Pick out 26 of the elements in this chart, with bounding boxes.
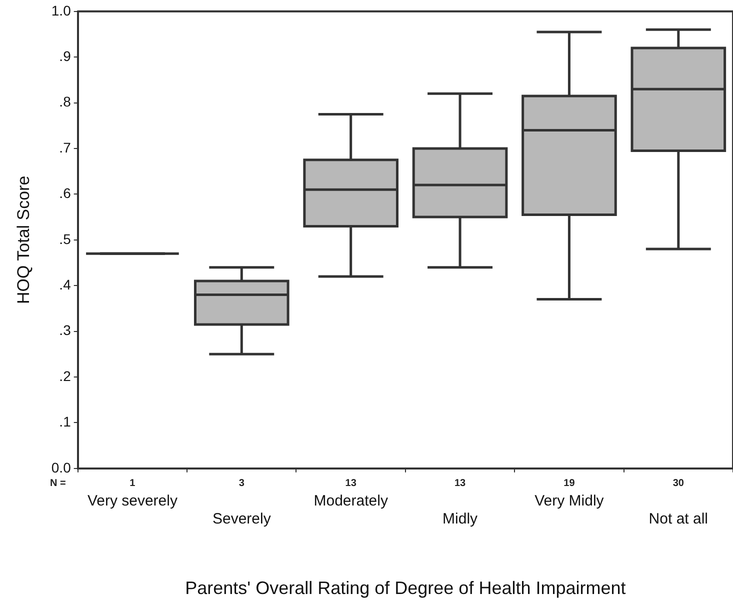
text: N = xyxy=(50,478,66,490)
x-tick-label: Moderately xyxy=(314,492,388,510)
y-tick-label: .2 xyxy=(59,368,72,384)
y-tick-label: .7 xyxy=(59,139,72,156)
x-tick-label: Midly xyxy=(442,510,478,528)
text: 13 xyxy=(345,478,357,490)
text: 13 xyxy=(454,478,466,490)
x-tick-label: Severely xyxy=(212,510,272,528)
y-tick-label: .9 xyxy=(59,48,72,64)
text: 3 xyxy=(238,478,245,490)
y-tick-label: 0.0 xyxy=(51,459,72,476)
y-axis-title: HOQ Total Score xyxy=(14,176,33,304)
x-axis-title: Parents' Overall Rating of Degree of Health Impairment xyxy=(185,578,626,598)
y-tick-label: .6 xyxy=(59,185,72,202)
x-tick-label: Very severely xyxy=(87,492,178,510)
y-tick-label: 1.0 xyxy=(51,2,72,18)
x-tick-label: Not at all xyxy=(648,510,708,528)
y-tick-label: .4 xyxy=(59,276,72,292)
text: 30 xyxy=(672,478,684,490)
y-tick-label: .8 xyxy=(59,94,72,110)
y-tick-label: .3 xyxy=(59,322,72,338)
x-tick-label: Very Midly xyxy=(534,492,604,510)
y-tick-label: .1 xyxy=(59,414,72,430)
text: 19 xyxy=(564,478,576,490)
y-tick-label: .5 xyxy=(59,230,72,247)
text: 1 xyxy=(130,478,136,490)
